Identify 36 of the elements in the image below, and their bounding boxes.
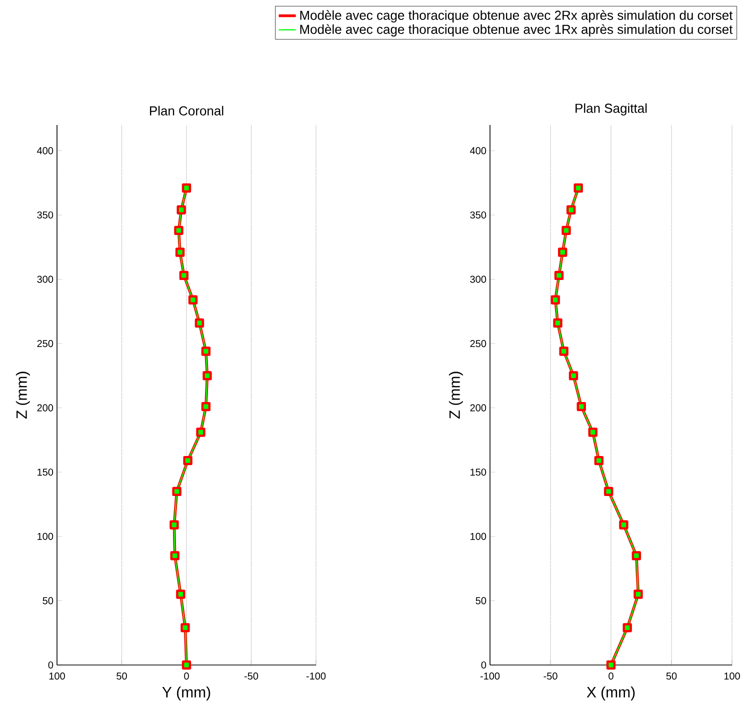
legend-label: Modèle avec cage thoracique obtenue avec 2Rx après simulation du corset [300, 10, 733, 22]
x-tick-label: 0 [184, 672, 189, 680]
x-tick-label: 0 [608, 672, 614, 680]
x-tick-label: -50 [544, 672, 558, 680]
y-axis-title: Z (mm) [16, 372, 30, 419]
legend-label: Modèle avec cage thoracique obtenue avec 1Rx après simulation du corset [300, 24, 733, 37]
y-tick-label: 350 [37, 211, 54, 219]
y-tick-label: 100 [38, 532, 54, 540]
y-tick-label: 400 [37, 147, 54, 154]
x-tick-label: 100 [49, 672, 65, 680]
x-tick-label: -100 [306, 672, 326, 680]
y-tick-label: 350 [470, 211, 486, 219]
y-tick-label: 250 [37, 340, 54, 348]
y-tick-label: 250 [470, 340, 486, 348]
x-axis-title: Y (mm) [162, 686, 210, 700]
chart-title: Plan Coronal [150, 106, 224, 116]
y-tick-label: 200 [37, 404, 54, 412]
y-tick-label: 50 [42, 597, 54, 604]
y-tick-label: 300 [37, 276, 54, 283]
y-tick-label: 300 [470, 276, 486, 283]
y-tick-label: 200 [470, 404, 486, 412]
y-tick-label: 0 [481, 661, 486, 669]
y-tick-label: 150 [470, 468, 486, 476]
y-axis-title: Z (mm) [448, 372, 463, 419]
y-tick-label: 0 [48, 661, 54, 669]
y-tick-label: 150 [38, 468, 54, 476]
y-tick-label: 50 [476, 597, 486, 604]
x-tick-label: 100 [724, 672, 740, 680]
x-axis-title: X (mm) [586, 686, 635, 700]
y-tick-label: 100 [470, 532, 486, 540]
x-tick-label: -100 [480, 672, 500, 680]
x-tick-label: -50 [244, 672, 258, 680]
x-tick-label: 50 [116, 672, 127, 680]
chart-title: Plan Sagittal [576, 103, 647, 116]
x-tick-label: 50 [666, 672, 677, 680]
y-tick-label: 400 [470, 147, 486, 154]
